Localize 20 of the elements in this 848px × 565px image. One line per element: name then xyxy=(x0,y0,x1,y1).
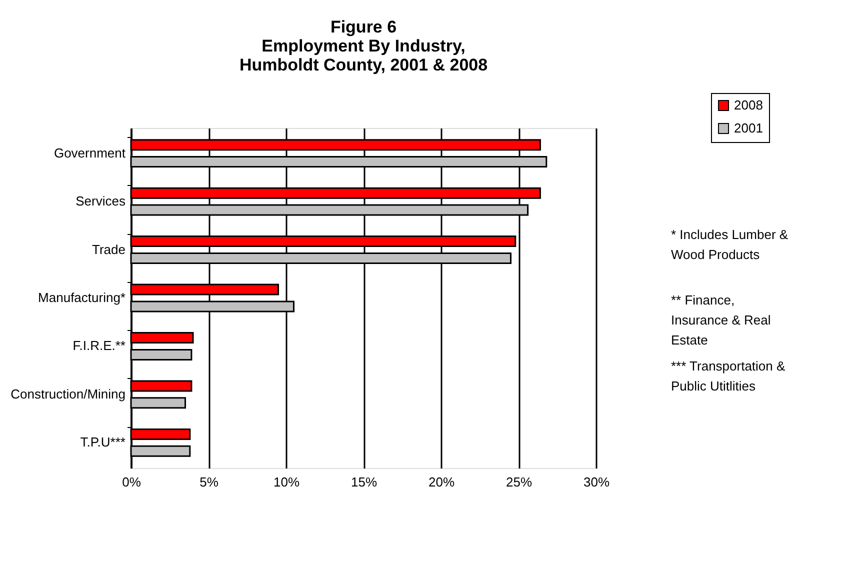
x-tick-label: 5% xyxy=(200,474,219,490)
y-tick-label: T.P.U*** xyxy=(80,434,126,450)
x-tick-label: 20% xyxy=(428,474,455,490)
text: * Includes Lumber & Wood Products xyxy=(671,226,788,262)
x-tick-label: 10% xyxy=(273,474,300,490)
legend-label: 2008 xyxy=(734,98,763,112)
y-tick-label: F.I.R.E.** xyxy=(72,338,126,354)
chart-title: Figure 6 Employment By Industry, Humboldt County, 2001 & 2008 xyxy=(239,18,488,74)
x-tick-label: 15% xyxy=(350,474,378,490)
text: *** Transportation & Public Utitlities xyxy=(671,358,786,394)
y-tick-label: Manufacturing* xyxy=(38,290,126,305)
legend-label: 2001 xyxy=(734,120,763,136)
x-tick-label: 25% xyxy=(506,474,532,490)
x-tick-label: 0% xyxy=(122,474,142,490)
y-tick-label: Trade xyxy=(92,242,126,257)
x-tick-label: 30% xyxy=(583,474,610,490)
text: ** Finance, Insurance & Real Estate xyxy=(671,292,771,348)
y-tick-label: Government xyxy=(54,145,126,160)
y-tick-label: Services xyxy=(76,194,126,209)
y-tick-label: Construction/Mining xyxy=(10,386,126,402)
